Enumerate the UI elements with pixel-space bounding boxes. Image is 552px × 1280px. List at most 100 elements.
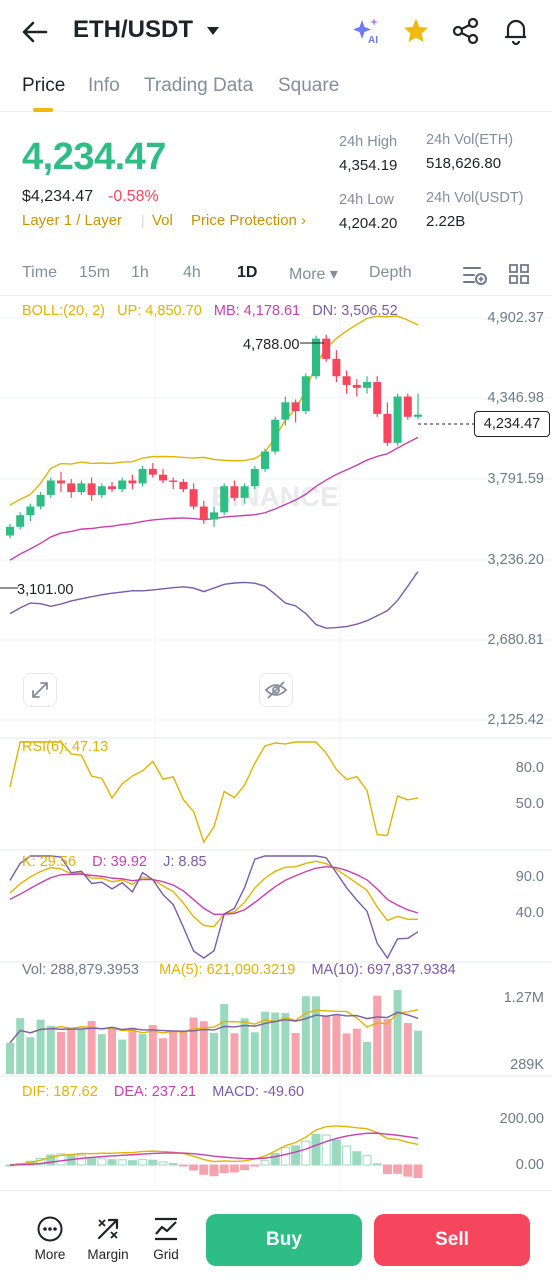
volume-bar xyxy=(352,1028,361,1074)
stat-low-value: 4,204.20 xyxy=(339,215,398,232)
tab-square[interactable]: Square xyxy=(278,75,340,96)
hide-indicator-button[interactable] xyxy=(259,673,293,707)
macd-dea-line xyxy=(9,1132,419,1166)
macd-histogram-bar xyxy=(107,1159,117,1166)
kdj-k-line xyxy=(9,860,419,928)
buy-button[interactable]: Buy xyxy=(206,1214,362,1266)
grid-label: Grid xyxy=(153,1247,179,1262)
more-button[interactable]: More xyxy=(20,1215,80,1262)
candle-body xyxy=(199,506,208,520)
candle-body xyxy=(250,468,259,487)
axis-macd-200: 200.00 xyxy=(499,1111,544,1127)
macd-histogram-bar xyxy=(321,1134,331,1166)
volume-bar xyxy=(148,1025,157,1074)
volume-bar xyxy=(301,996,310,1074)
kdj-k: K: 29.56 xyxy=(22,854,77,870)
tab-info[interactable]: Info xyxy=(88,75,120,96)
pair-title[interactable]: ETH/USDT xyxy=(73,16,193,43)
interval-1d[interactable]: 1D xyxy=(237,264,258,281)
candle-body xyxy=(281,402,290,420)
interval-time[interactable]: Time xyxy=(22,264,57,281)
sell-button[interactable]: Sell xyxy=(374,1214,530,1266)
macd-histogram-bar xyxy=(148,1159,158,1166)
candle-body xyxy=(414,414,422,417)
candle-body xyxy=(393,396,402,443)
candle-body xyxy=(169,480,178,482)
tag-layer[interactable]: Layer 1 / Layer xyxy=(22,212,123,229)
grid-button[interactable]: Grid xyxy=(136,1215,196,1262)
vol-value: Vol: 288,879.3953 xyxy=(22,962,139,978)
macd-histogram-bar xyxy=(270,1153,280,1166)
volume-bar xyxy=(169,1031,178,1074)
back-arrow-icon[interactable] xyxy=(20,18,50,46)
interval-depth[interactable]: Depth xyxy=(369,264,412,281)
stat-low-label: 24h Low xyxy=(339,192,394,208)
interval-15m[interactable]: 15m xyxy=(79,264,111,281)
layout-grid-icon[interactable] xyxy=(508,263,530,285)
ai-sparkle-icon[interactable]: AI xyxy=(352,16,382,46)
macd-histogram-bar xyxy=(178,1164,188,1167)
axis-main-5: 2,680.81 xyxy=(487,632,544,648)
candle-body xyxy=(57,480,65,484)
indicator-settings-icon[interactable] xyxy=(462,263,488,287)
volume-bar xyxy=(16,1018,25,1074)
kline-chart[interactable]: BINANCE 4,788.00 3,101.00 xyxy=(0,296,552,1190)
rsi-line xyxy=(9,741,419,844)
share-icon[interactable] xyxy=(451,16,481,46)
interval-more[interactable]: More ▾ xyxy=(289,266,338,283)
vol-ma10: MA(10): 697,837.9384 xyxy=(311,962,456,978)
interval-4h[interactable]: 4h xyxy=(183,264,201,281)
macd-histogram-bar xyxy=(199,1164,209,1175)
tag-separator: | xyxy=(141,212,145,228)
volume-bar xyxy=(199,1021,208,1074)
axis-vol-min: 289K xyxy=(510,1057,544,1073)
interval-1h[interactable]: 1h xyxy=(131,264,149,281)
boll-dn: DN: 3,506.52 xyxy=(312,303,398,319)
tag-price-protection[interactable]: Price Protection › xyxy=(191,212,307,229)
macd-histogram-bar xyxy=(311,1134,321,1166)
volume-bar xyxy=(46,1025,55,1074)
candle-body xyxy=(189,489,198,507)
stat-vol-usdt-value: 2.22B xyxy=(426,213,466,230)
axis-vol-max: 1.27M xyxy=(503,990,544,1006)
dropdown-caret-icon[interactable] xyxy=(206,26,220,36)
candle-body xyxy=(36,494,45,507)
candle-body xyxy=(6,526,14,536)
macd-histogram-bar xyxy=(382,1164,392,1175)
volume-bar xyxy=(403,1023,412,1074)
macd-histogram-bar xyxy=(168,1163,178,1166)
svg-text:AI: AI xyxy=(368,35,378,46)
axis-rsi-50: 50.0 xyxy=(515,796,544,812)
fullscreen-button[interactable] xyxy=(23,673,57,707)
macd-histogram-bar xyxy=(362,1155,372,1166)
macd-dif: DIF: 187.62 xyxy=(22,1084,98,1100)
main-tabs: Price Info Trading Data Square xyxy=(0,64,552,112)
macd-histogram-bar xyxy=(250,1164,260,1167)
margin-button[interactable]: Margin xyxy=(78,1215,138,1262)
high-annotation: 4,788.00 xyxy=(243,337,299,353)
tag-vol[interactable]: Vol xyxy=(152,212,173,229)
usd-price: $4,234.47 xyxy=(22,188,94,205)
favorite-star-icon[interactable] xyxy=(401,16,431,46)
volume-bar xyxy=(240,1018,249,1074)
candle-body xyxy=(352,384,361,388)
tab-trading-data[interactable]: Trading Data xyxy=(144,75,254,96)
axis-macd-0: 0.00 xyxy=(515,1157,544,1173)
macd-histogram-bar xyxy=(209,1164,219,1177)
tab-price[interactable]: Price xyxy=(22,75,66,96)
kdj-d: D: 39.92 xyxy=(92,854,147,870)
boll-label: BOLL:(20, 2) xyxy=(22,303,106,319)
macd-histogram-bar xyxy=(393,1164,403,1174)
candle-body xyxy=(322,338,331,359)
volume-bar xyxy=(220,1003,229,1074)
candle-body xyxy=(87,483,96,495)
price-change: -0.58% xyxy=(108,188,159,205)
candle-body xyxy=(291,402,300,411)
macd-histogram-bar xyxy=(280,1146,290,1166)
header: ETH/USDT AI xyxy=(0,0,552,64)
volume-bar xyxy=(118,1039,127,1074)
candle-body xyxy=(220,486,229,513)
bell-icon[interactable] xyxy=(501,16,531,46)
interval-bar: Time 15m 1h 4h 1D More ▾ Depth xyxy=(0,252,552,296)
current-price-tag: 4,234.47 xyxy=(474,411,550,437)
